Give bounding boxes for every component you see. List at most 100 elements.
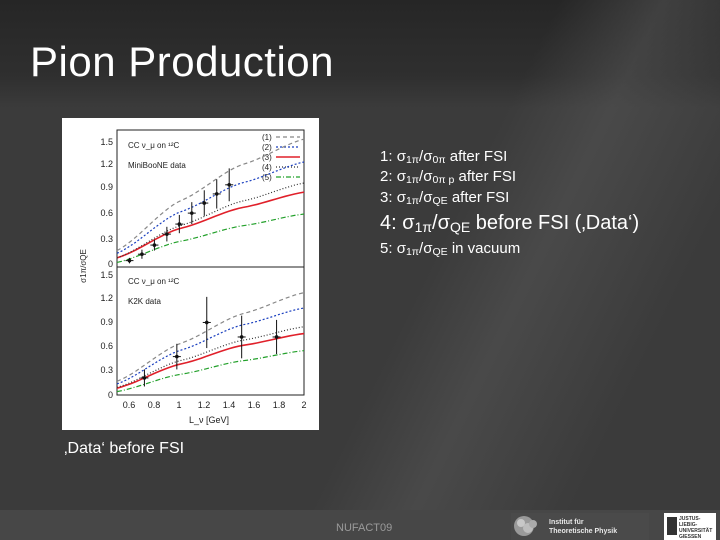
upper-yticks: 1.5 1.2 0.9 0.6 0.3 0 — [100, 137, 113, 269]
data-point — [190, 211, 194, 215]
lower-ytick-label: 0 — [108, 390, 113, 400]
legend-prefix: 2: — [380, 168, 397, 185]
sigma-symbol: σ — [423, 240, 433, 257]
legend-suffix: after FSI — [445, 148, 508, 165]
institute-logo-line2: Theoretische Physik — [549, 528, 617, 535]
plot-legend-label: (1) — [262, 133, 272, 142]
xtick-label: 2 — [301, 400, 306, 410]
sigma-symbol: σ — [423, 189, 433, 206]
legend-line-2: 2: σ1π/σ0π p after FSI — [380, 168, 517, 187]
lower-ytick-label: 1.2 — [100, 293, 113, 303]
legend-denominator: QE — [432, 195, 448, 208]
legend-numerator: 1π — [405, 195, 420, 208]
legend-suffix: in vacuum — [447, 240, 521, 257]
plot-legend-swatches — [276, 136, 300, 178]
data-point — [204, 320, 209, 325]
footer-conference-label: NUFACT09 — [336, 522, 393, 534]
data-point — [274, 335, 279, 339]
lower-ytick-label: 0.6 — [100, 341, 113, 351]
university-logo: JUSTUS-LIEBIG- UNIVERSITÄT GIESSEN — [664, 513, 716, 540]
xtick-label: 1.6 — [248, 400, 261, 410]
plot-legend-label: (3) — [262, 153, 272, 162]
curve-5 — [116, 213, 305, 263]
legend-denominator: QE — [432, 246, 448, 259]
legend-numerator: 1π — [414, 218, 433, 235]
sigma-symbol: σ — [402, 212, 415, 234]
curve-2 — [116, 307, 305, 385]
upper-data-points — [125, 168, 234, 264]
university-logo-line2: UNIVERSITÄT — [679, 528, 713, 534]
upper-ytick-label: 1.2 — [100, 159, 113, 169]
legend-numerator: 1π — [405, 154, 420, 167]
curve-1 — [116, 138, 305, 252]
sigma-symbol: σ — [423, 168, 433, 185]
upper-ytick-label: 0.3 — [100, 234, 113, 244]
curve-5 — [116, 350, 305, 393]
data-point — [175, 354, 179, 359]
legend-line-1: 1: σ1π/σ0π after FSI — [380, 148, 508, 167]
sigma-symbol: σ — [423, 148, 433, 165]
sigma-symbol: σ — [396, 240, 406, 257]
legend-prefix: 5: — [380, 240, 397, 257]
lower-ytick-label: 0.3 — [100, 365, 113, 375]
figure-svg: 1.5 1.2 0.9 0.6 0.3 0 1.5 1.2 0.9 0.6 0.… — [79, 129, 307, 425]
sigma-symbol: σ — [396, 189, 406, 206]
legend-denominator: 0π p — [432, 174, 455, 187]
upper-ytick-label: 0.6 — [100, 208, 113, 218]
legend-numerator: 1π — [405, 246, 420, 259]
curve-1 — [116, 292, 305, 382]
x-axis-label: L_ν [GeV] — [189, 415, 229, 425]
curve-4 — [116, 326, 305, 388]
sigma-symbol: σ — [396, 168, 406, 185]
curve-2 — [116, 161, 305, 254]
lower-plot-frame — [116, 266, 305, 396]
lower-yticks: 1.5 1.2 0.9 0.6 0.3 0 — [100, 270, 113, 400]
data-point — [142, 376, 147, 380]
legend-prefix: 1: — [380, 148, 397, 165]
university-logo-text: JUSTUS-LIEBIG- UNIVERSITÄT GIESSEN — [679, 516, 716, 540]
legend-suffix: after FSI — [454, 168, 517, 185]
sigma-symbol: σ — [437, 212, 450, 234]
legend-prefix: 3: — [380, 189, 397, 206]
curve-3 — [116, 332, 305, 389]
xtick-label: 1.2 — [198, 400, 211, 410]
upper-ytick-label: 0.9 — [100, 182, 113, 192]
slide-title: Pion Production — [30, 38, 335, 85]
data-point — [152, 243, 157, 247]
upper-curves — [116, 138, 305, 263]
data-point — [214, 192, 219, 196]
data-point — [140, 252, 144, 257]
curve-3 — [116, 191, 305, 259]
lower-curves — [116, 292, 305, 393]
upper-ytick-label: 1.5 — [100, 137, 113, 147]
plot-legend-label: (5) — [262, 173, 272, 182]
plot-legend: (1) (2) (3) (4) (5) — [262, 133, 272, 182]
data-point — [227, 183, 231, 187]
sigma-symbol: σ — [396, 148, 406, 165]
data-point — [202, 201, 207, 205]
lower-xticks: 0.6 0.8 1 1.2 1.4 1.6 1.8 2 — [123, 400, 307, 410]
lower-data-label: K2K data — [128, 297, 161, 306]
data-point — [177, 222, 182, 226]
upper-panel-title: CC ν_μ on ¹²C — [128, 141, 180, 150]
data-before-fsi-caption: ‚Data‘ before FSI — [64, 440, 185, 457]
university-logo-line1: JUSTUS-LIEBIG- — [679, 516, 701, 528]
xtick-label: 1 — [176, 400, 181, 410]
legend-suffix: after FSI — [447, 189, 510, 206]
legend-line-3: 3: σ1π/σQE after FSI — [380, 189, 510, 208]
university-logo-mark — [667, 517, 677, 535]
institute-logo-line1: Institut für — [549, 519, 584, 526]
university-logo-line3: GIESSEN — [679, 534, 702, 540]
legend-suffix: before FSI (‚Data‘) — [470, 212, 640, 234]
curve-4 — [116, 182, 305, 259]
legend-prefix: 4: — [380, 212, 403, 234]
institute-logo: Institut für Theoretische Physik — [511, 513, 649, 540]
plot-legend-label: (2) — [262, 143, 272, 152]
lower-ytick-label: 0.9 — [100, 317, 113, 327]
data-point — [239, 335, 244, 339]
legend-denominator: QE — [449, 218, 471, 235]
xtick-label: 1.8 — [273, 400, 286, 410]
legend-line-4: 4: σ1π/σQE before FSI (‚Data‘) — [380, 212, 640, 235]
lower-ytick-label: 1.5 — [100, 270, 113, 280]
upper-ytick-label: 0 — [108, 259, 113, 269]
